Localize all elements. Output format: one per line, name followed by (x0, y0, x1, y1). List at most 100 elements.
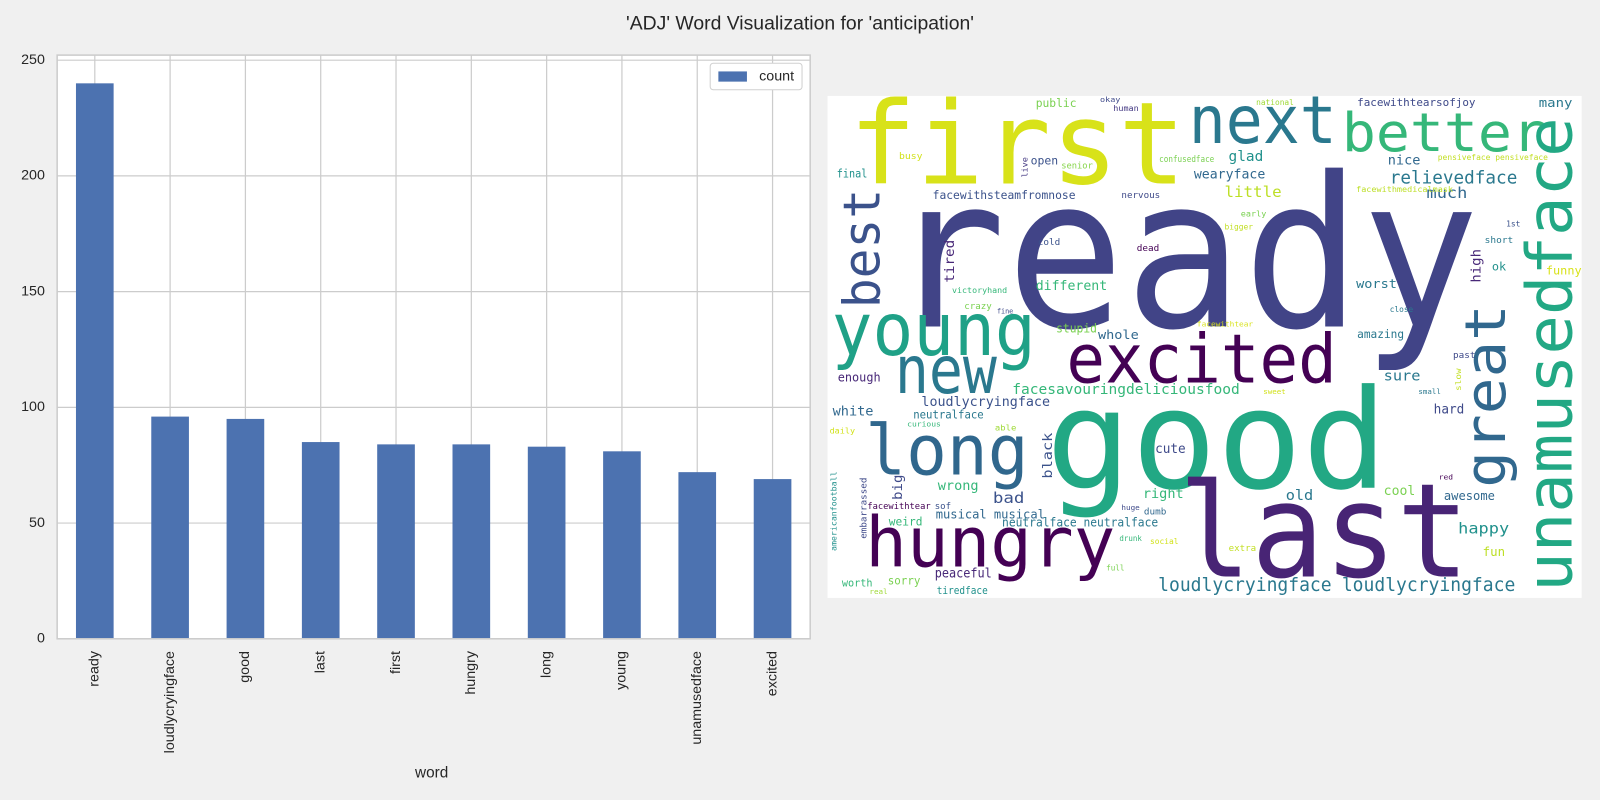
cloud-word: extra (1229, 543, 1257, 554)
cloud-word: awesome (1444, 489, 1495, 503)
cloud-word: dead (1137, 243, 1159, 254)
cloud-word: senior (1061, 160, 1093, 171)
cloud-word: white (833, 404, 874, 419)
cloud-word: daily (830, 426, 856, 436)
cloud-word: stupid (1056, 322, 1097, 336)
cloud-word: glad (1229, 149, 1264, 165)
cloud-word: wearyface (1194, 168, 1265, 183)
cloud-word: weird (889, 516, 923, 529)
cloud-word: enough (838, 371, 881, 385)
cloud-word: dumb (1144, 506, 1166, 517)
cloud-word: hard (1434, 402, 1465, 417)
cloud-word: old (1286, 488, 1314, 504)
cloud-word: different (1036, 279, 1107, 294)
cloud-word: sof (935, 501, 951, 512)
cloud-word: early (1241, 208, 1267, 218)
cloud-word: past (1453, 350, 1475, 361)
plot-frame (56, 54, 811, 640)
cloud-word: little (1224, 183, 1281, 201)
y-tick-label: 0 (37, 631, 45, 647)
cloud-word: embarrassed (858, 478, 869, 539)
cloud-word: many (1539, 96, 1573, 110)
cloud-word: confusedface (1159, 154, 1214, 165)
x-tick-label: ready (87, 650, 103, 687)
cloud-word: neutralface (913, 408, 984, 421)
x-tick-label: excited (764, 651, 780, 696)
x-axis-label: word (414, 765, 448, 782)
cloud-word: cute (1155, 442, 1186, 457)
x-tick-label: first (388, 651, 404, 674)
cloud-word: first (849, 78, 1186, 211)
cloud-word: nervous (1121, 190, 1160, 201)
figure-title: 'ADJ' Word Visualization for 'anticipati… (626, 13, 974, 35)
cloud-word: national (1256, 97, 1294, 107)
legend-swatch (718, 71, 747, 82)
cloud-word: facewithsteamfromnose (933, 189, 1076, 202)
cloud-word: black (1041, 433, 1056, 479)
cloud-word: musical (936, 507, 987, 521)
x-tick-label: young (614, 651, 630, 690)
cloud-word: neutralface neutralface (1002, 516, 1158, 530)
cloud-word: right (1143, 487, 1184, 502)
cloud-word: real (869, 587, 887, 596)
cloud-word: last (1179, 456, 1470, 608)
bar (151, 416, 189, 639)
cloud-word: slow (1453, 368, 1463, 391)
bar (226, 418, 265, 639)
bar (301, 442, 340, 639)
cloud-word: sweet (1263, 387, 1285, 396)
cloud-word: tired (943, 240, 958, 283)
cloud-word: cold (1038, 237, 1060, 248)
cloud-word: worth (842, 579, 873, 590)
cloud-word: able (995, 423, 1017, 433)
cloud-word: pensiveface pensiveface (1438, 152, 1548, 162)
cloud-word: social (1150, 536, 1179, 546)
cloud-word: relievedface (1390, 169, 1518, 189)
cloud-word: best (834, 189, 893, 308)
cloud-word: loudlycryingface (1158, 575, 1331, 596)
cloud-word: hungry (865, 503, 1115, 583)
x-tick-label: last (312, 651, 328, 673)
cloud-word: drunk (1119, 533, 1142, 543)
bar (603, 451, 641, 639)
x-tick-label: long (538, 651, 554, 678)
bar (75, 83, 114, 639)
cloud-word: final (837, 168, 868, 181)
cloud-word: high (1470, 249, 1485, 283)
cloud-word: red (1439, 473, 1453, 482)
cloud-word: okay (1100, 95, 1121, 104)
cloud-word: funny (1546, 264, 1582, 277)
cloud-word: human (1113, 103, 1139, 113)
cloud-word: musical (994, 507, 1045, 521)
cloud-word: sorry (888, 575, 921, 588)
cloud-word: loudlycryingface (1342, 575, 1515, 596)
bar (527, 446, 566, 639)
cloud-word: ready (888, 134, 1480, 377)
cloud-word: facewithtearsofjoy (1357, 98, 1475, 109)
cloud-word: unamusedface (1512, 117, 1586, 591)
y-tick-label: 200 (21, 168, 45, 184)
cloud-word: whole (1098, 328, 1139, 342)
cloud-word: good (1046, 361, 1388, 521)
cloud-word: tiredface (937, 586, 988, 597)
cloud-word: better (1342, 102, 1546, 164)
cloud-word: fun (1483, 545, 1505, 559)
cloud-word: loudlycryingface (921, 395, 1050, 410)
cloud-word: open (1031, 154, 1059, 167)
cloud-word: bigger (1224, 222, 1253, 232)
cloud-word: nice (1388, 153, 1421, 168)
cloud-word: amazing (1357, 328, 1404, 341)
cloud-word: worst (1356, 277, 1397, 291)
cloud-word: excited (1066, 320, 1336, 399)
cloud-word: sure (1384, 369, 1421, 385)
cloud-word: fine (997, 306, 1013, 315)
cloud-word: next (1189, 81, 1337, 159)
x-tick-label: unamusedface (689, 651, 705, 745)
cloud-word: small (1418, 387, 1440, 396)
cloud-word: facesavouringdeliciousfood (1012, 382, 1240, 398)
x-tick-label: hungry (463, 650, 479, 694)
bar (452, 444, 491, 639)
cloud-word: victoryhand (952, 285, 1007, 295)
cloud-word: huge (1121, 503, 1139, 512)
